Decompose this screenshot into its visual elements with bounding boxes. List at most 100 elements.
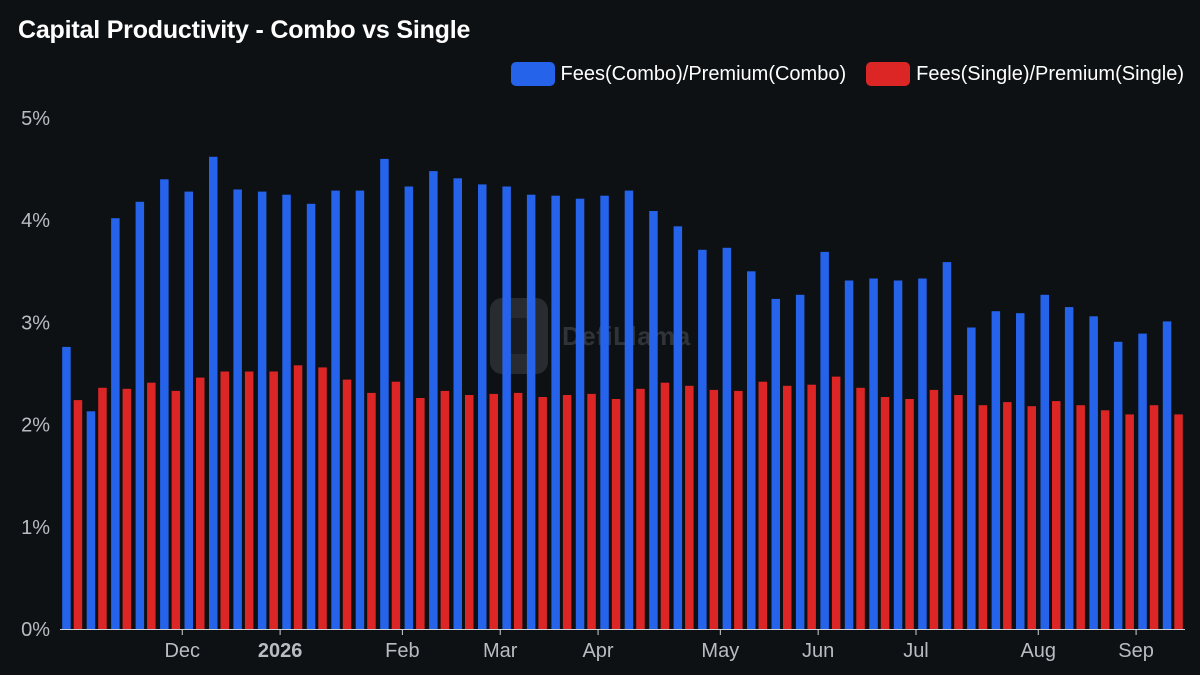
bar-single xyxy=(147,382,156,629)
llama-logo-icon xyxy=(490,298,548,374)
bar-single xyxy=(783,385,792,629)
bar-combo xyxy=(1064,307,1074,629)
bar-single xyxy=(513,392,523,629)
bar-combo xyxy=(62,346,71,629)
bars-group xyxy=(62,156,1183,630)
bar-single xyxy=(171,390,181,629)
bar-combo xyxy=(942,262,952,629)
bar-combo xyxy=(135,201,145,630)
bar-single xyxy=(587,393,596,629)
x-tick-label: Aug xyxy=(1020,640,1056,662)
bar-single xyxy=(1076,405,1085,629)
bar-single xyxy=(1100,410,1110,629)
bar-single xyxy=(416,398,425,629)
bar-single xyxy=(269,371,278,629)
bar-combo xyxy=(918,278,927,629)
bar-combo xyxy=(698,249,707,630)
bar-combo xyxy=(673,226,683,630)
bar-combo xyxy=(1162,321,1172,629)
bar-single xyxy=(440,390,450,629)
y-tick-label: 0% xyxy=(21,619,50,641)
bar-combo xyxy=(429,171,438,629)
bar-single xyxy=(98,387,107,629)
bar-combo xyxy=(820,251,829,629)
bar-single xyxy=(954,395,963,629)
bar-combo xyxy=(600,195,609,629)
x-tick-label: 2026 xyxy=(258,640,303,662)
y-tick-label: 5% xyxy=(21,108,50,130)
bar-combo xyxy=(771,298,780,629)
bar-single xyxy=(538,397,547,629)
bar-combo xyxy=(160,179,169,630)
bar-single xyxy=(905,399,914,629)
bar-single xyxy=(465,395,474,629)
bar-combo xyxy=(1016,313,1025,629)
y-axis-ticks: 0% 1% 2% 3% 4% 5% xyxy=(21,108,50,641)
bar-combo xyxy=(1138,333,1147,629)
bar-combo xyxy=(967,327,976,629)
bar-single xyxy=(685,385,694,629)
bar-single xyxy=(1149,405,1159,629)
x-axis-ticks: Dec 2026 Feb Mar Apr May Jun Jul Aug Sep xyxy=(164,629,1154,662)
y-tick-label: 4% xyxy=(21,210,50,232)
bar-combo xyxy=(1089,316,1098,629)
bar-single xyxy=(562,395,572,629)
bar-single xyxy=(73,400,83,629)
bar-single xyxy=(122,388,132,629)
bar-single xyxy=(244,371,254,629)
bar-combo xyxy=(86,411,96,629)
bar-combo xyxy=(624,190,634,629)
bar-single xyxy=(611,399,621,629)
bar-single xyxy=(342,379,352,629)
bar-single xyxy=(660,382,670,629)
x-tick-label: Feb xyxy=(385,640,419,662)
bar-combo xyxy=(893,280,903,629)
bar-combo xyxy=(233,189,242,629)
bar-single xyxy=(1174,414,1183,629)
x-tick-label: Mar xyxy=(483,640,518,662)
bar-combo xyxy=(1040,294,1049,629)
bar-combo xyxy=(306,203,316,630)
legend-swatch-combo xyxy=(510,62,555,86)
bar-single xyxy=(196,377,205,629)
bar-single xyxy=(856,387,865,629)
x-tick-label: Apr xyxy=(582,640,613,662)
bar-combo xyxy=(453,178,462,630)
bar-combo xyxy=(747,271,756,629)
bar-combo xyxy=(478,184,487,629)
bar-combo xyxy=(404,186,414,629)
x-tick-label: Jul xyxy=(903,640,929,662)
bar-single xyxy=(293,365,303,629)
bar-single xyxy=(1052,401,1061,629)
x-tick-label: Dec xyxy=(164,640,200,662)
bar-single xyxy=(1125,414,1134,629)
bar-combo xyxy=(575,198,585,629)
bar-combo xyxy=(380,158,389,629)
bar-combo xyxy=(991,311,1001,629)
chart-legend: Fees(Combo)/Premium(Combo) Fees(Single)/… xyxy=(510,62,1184,86)
bar-single xyxy=(880,397,890,629)
bar-combo xyxy=(282,194,291,629)
bar-single xyxy=(220,371,229,629)
y-tick-label: 1% xyxy=(21,517,50,539)
bar-combo xyxy=(111,218,120,629)
y-tick-label: 2% xyxy=(21,415,50,437)
bar-single xyxy=(978,405,988,629)
legend-item-single[interactable]: Fees(Single)/Premium(Single) xyxy=(866,62,1184,86)
legend-swatch-single xyxy=(866,62,911,86)
bar-combo xyxy=(526,194,536,629)
bar-combo xyxy=(551,195,560,629)
bar-single xyxy=(318,367,327,629)
bar-single xyxy=(636,388,645,629)
bar-combo xyxy=(355,190,365,629)
bar-single xyxy=(391,381,401,629)
legend-label-combo: Fees(Combo)/Premium(Combo) xyxy=(560,62,847,85)
legend-item-combo[interactable]: Fees(Combo)/Premium(Combo) xyxy=(510,62,847,86)
bar-combo xyxy=(331,190,340,629)
y-tick-label: 3% xyxy=(21,312,50,334)
bar-single xyxy=(1027,406,1036,629)
bar-single xyxy=(709,389,719,629)
legend-label-single: Fees(Single)/Premium(Single) xyxy=(916,62,1184,85)
x-tick-label: May xyxy=(701,640,739,662)
